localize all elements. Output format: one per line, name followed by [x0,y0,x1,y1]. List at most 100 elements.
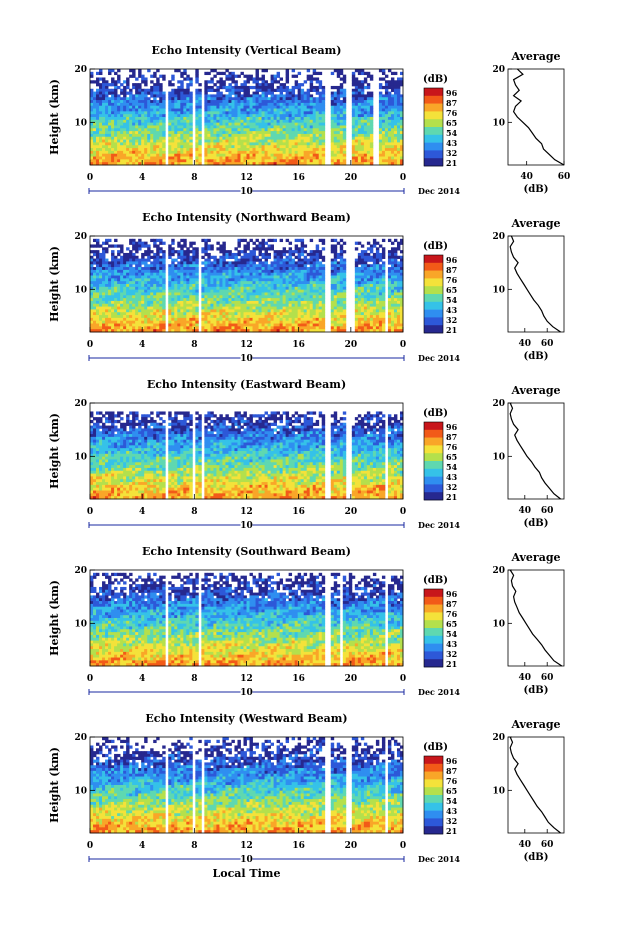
heatmap-cell [123,252,127,257]
heatmap-cell [135,261,139,265]
heatmap-cell [105,150,109,155]
heatmap-cell [90,303,94,307]
heatmap-cell [336,102,341,107]
heatmap-cell [237,250,241,254]
heatmap-cell [111,97,115,101]
heatmap-cell [255,153,259,157]
heatmap-cell [336,114,341,118]
heatmap-cell [357,88,362,92]
heatmap-cell [189,244,193,248]
heatmap-cell [309,94,314,98]
heatmap-cell [168,162,172,166]
heatmap-cell [177,119,181,124]
heatmap-cell [120,284,124,288]
heatmap-cell [258,102,262,107]
heatmap-cell [246,128,250,132]
heatmap-cell [276,80,281,84]
heatmap-cell [285,94,290,98]
heatmap-cell [315,252,320,257]
heatmap-cell [177,255,181,259]
heatmap-cell [381,295,386,299]
heatmap-cell [234,162,238,166]
heatmap-cell [105,105,109,109]
heatmap-cell [207,269,211,274]
heatmap-cell [225,267,229,271]
heatmap-cell [174,269,178,274]
heatmap-cell [387,105,392,109]
heatmap-cell [294,80,299,84]
heatmap-cell [288,117,293,121]
heatmap-cell [261,125,265,129]
heatmap-cell [246,258,250,262]
heatmap-cell [396,114,401,118]
heatmap-cell [300,148,305,152]
heatmap-cell [201,300,205,305]
heatmap-cell [138,156,142,160]
heatmap-cell [339,289,344,293]
heatmap-cell [339,238,344,243]
heatmap-cell [366,125,371,129]
heatmap-cell [237,303,241,307]
heatmap-cell [240,139,244,143]
heatmap-cell [291,69,296,73]
heatmap-cell [381,275,386,279]
heatmap-cell [267,156,271,160]
heatmap-cell [276,267,281,271]
heatmap-cell [231,255,235,259]
heatmap-cell [399,269,404,274]
heatmap-cell [294,264,299,268]
heatmap-cell [219,108,223,112]
heatmap-cell [312,97,317,101]
heatmap-cell [225,142,229,146]
heatmap-cell [285,267,290,271]
heatmap-cell [231,289,235,293]
heatmap-cell [135,119,139,124]
heatmap-cell [153,97,157,101]
heatmap-cell [339,295,344,299]
heatmap-cell [342,111,347,115]
heatmap-cell [225,128,229,132]
heatmap-cell [285,102,290,107]
heatmap-cell [225,94,229,98]
heatmap-cell [135,244,139,248]
heatmap-cell [270,289,274,293]
heatmap-cell [138,139,142,143]
heatmap-cell [102,292,106,296]
heatmap-cell [396,85,401,90]
heatmap-cell [234,261,238,265]
heatmap-cell [90,100,94,104]
heatmap-cell [99,105,103,109]
heatmap-cell [183,261,187,265]
heatmap-cell [237,128,241,132]
heatmap-cell [255,102,259,107]
heatmap-cell [237,148,241,152]
heatmap-cell [234,88,238,92]
heatmap-cell [315,295,320,299]
heatmap-cell [333,91,338,95]
heatmap-cell [99,156,103,160]
heatmap-cell [210,136,214,140]
heatmap-cell [381,128,386,132]
heatmap-cell [159,272,163,276]
heatmap-cell [255,133,259,138]
heatmap-cell [390,119,395,124]
heatmap-cell [393,85,398,90]
heatmap-cell [186,139,190,143]
heatmap-cell [198,156,202,160]
heatmap-cell [363,272,368,276]
heatmap-cell [99,117,103,121]
heatmap-cell [219,258,223,262]
heatmap-cell [138,94,142,98]
heatmap-cell [234,156,238,160]
heatmap-cell [210,275,214,279]
heatmap-cell [108,100,112,104]
heatmap-cell [261,269,265,274]
heatmap-cell [243,142,247,146]
heatmap-cell [231,114,235,118]
heatmap-cell [105,281,109,285]
heatmap-cell [399,238,404,243]
heatmap-cell [336,272,341,276]
heatmap-cell [183,269,187,274]
heatmap-cell [273,300,277,305]
heatmap-cell [180,281,184,285]
